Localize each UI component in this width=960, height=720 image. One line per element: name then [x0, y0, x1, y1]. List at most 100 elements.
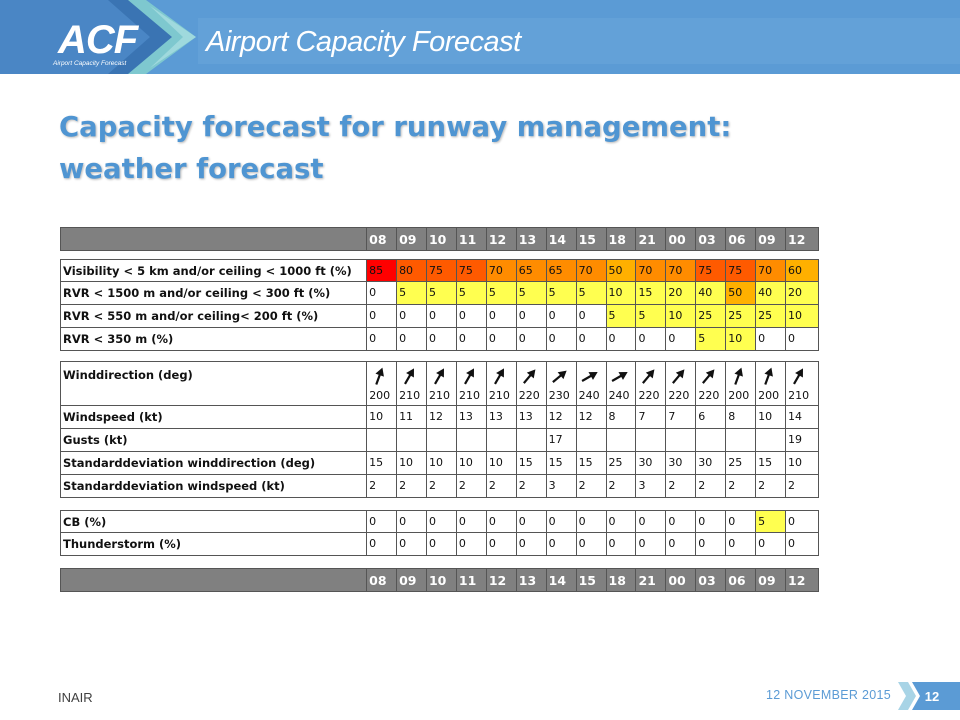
value-cell: 80	[397, 260, 427, 281]
value-cell: 2	[696, 475, 727, 497]
wind-direction-value: 220	[668, 389, 690, 402]
value-cell: 12	[577, 406, 607, 428]
wind-arrow-icon	[764, 367, 774, 385]
hour-header-row: 08 09 10 11 12 13 14 15 18 21 00 03 06 09 12	[60, 227, 819, 251]
wind-arrow-icon	[434, 368, 445, 385]
value-cell	[487, 429, 517, 451]
value-cell: 75	[456, 260, 487, 281]
value-cell: 2	[577, 475, 607, 497]
wind-direction-value: 210	[788, 389, 810, 402]
wind-direction-cell: 240	[607, 362, 637, 405]
value-cell: 30	[666, 452, 697, 474]
value-cell: 0	[397, 328, 427, 350]
value-cell: 0	[367, 328, 398, 350]
row-label: Windspeed (kt)	[61, 406, 368, 428]
value-cell: 5	[756, 511, 787, 532]
value-cell: 0	[367, 282, 398, 304]
wind-direction-value: 220	[638, 389, 660, 402]
value-cell: 0	[427, 305, 457, 327]
hour-cell: 14	[547, 569, 577, 591]
value-cell	[726, 429, 757, 451]
value-cell: 15	[636, 282, 667, 304]
wind-direction-cell: 210	[786, 362, 818, 405]
hour-cell: 10	[427, 228, 457, 250]
value-cell: 10	[457, 452, 487, 474]
value-cell: 50	[726, 282, 757, 304]
value-cell: 10	[397, 452, 427, 474]
value-cell: 2	[788, 479, 796, 492]
wind-direction-cell: 220	[696, 362, 727, 405]
slide-title-line2: weather forecast	[59, 153, 324, 185]
value-cell: 0	[487, 533, 517, 555]
value-cell	[457, 429, 487, 451]
wind-direction-cell: 220	[517, 362, 547, 405]
table-spacer	[60, 251, 819, 259]
hour-cell: 15	[577, 228, 607, 250]
wind-direction-row: Winddirection (deg) 200 210 210 210 210 220 230…	[60, 361, 819, 406]
value-cell: 7	[666, 406, 697, 428]
value-cell	[696, 429, 727, 451]
wind-direction-value: 210	[488, 389, 510, 402]
wind-arrow-icon	[642, 369, 655, 384]
value-cell	[397, 429, 427, 451]
wind-arrow-icon	[551, 370, 567, 383]
row-label: Standarddeviation windspeed (kt)	[61, 475, 368, 497]
wind-direction-cell: 200	[756, 362, 787, 405]
value-cell: 30	[696, 452, 727, 474]
value-cell: 0	[666, 533, 697, 555]
wind-direction-value: 210	[429, 389, 451, 402]
weather-forecast-table: 08 09 10 11 12 13 14 15 18 21 00 03 06 09 12 Visibility…	[60, 227, 819, 592]
wind-direction-value: 210	[399, 389, 421, 402]
value-cell: 5	[426, 282, 457, 304]
value-cell: 50	[606, 260, 637, 281]
value-cell: 2	[666, 475, 697, 497]
wind-direction-value: 230	[548, 389, 570, 402]
value-cell: 2	[427, 475, 457, 497]
wind-direction-cell: 210	[487, 362, 517, 405]
value-cell: 17	[547, 429, 577, 451]
value-cell: 3	[636, 475, 667, 497]
hour-cell: 12	[487, 228, 517, 250]
value-cell: 0	[788, 332, 796, 345]
value-cell: 0	[427, 328, 457, 350]
hour-cell: 06	[726, 228, 757, 250]
value-cell: 15	[547, 452, 577, 474]
wind-direction-cell: 230	[547, 362, 577, 405]
value-cell	[577, 429, 607, 451]
hour-cell: 09	[397, 569, 427, 591]
wind-direction-cell: 220	[666, 362, 697, 405]
value-cell: 40	[696, 282, 727, 304]
value-cell: 75	[696, 260, 727, 281]
hour-cell: 15	[577, 569, 607, 591]
value-cell: 0	[756, 328, 787, 350]
hour-cell: 11	[457, 569, 487, 591]
value-cell: 5	[456, 282, 487, 304]
value-cell: 13	[517, 406, 547, 428]
slide-title-line1: Capacity forecast for runway management:	[59, 111, 732, 143]
value-cell	[517, 429, 547, 451]
value-cell: 0	[696, 533, 727, 555]
table-row: Windspeed (kt) 10 11 12 13 13 13 12 12 8 7 7 6 8 10 14	[60, 406, 819, 429]
table-row: RVR < 1500 m and/or ceiling < 300 ft (%)…	[60, 282, 819, 305]
value-cell: 0	[397, 511, 427, 532]
table-spacer	[60, 556, 819, 568]
hour-cell: 06	[726, 569, 757, 591]
value-cell: 5	[486, 282, 517, 304]
value-cell: 8	[726, 406, 757, 428]
wind-arrow-icon	[672, 369, 685, 384]
wind-direction-value: 200	[728, 389, 750, 402]
value-cell: 0	[788, 537, 796, 550]
value-cell: 0	[397, 533, 427, 555]
header-banner: ACF Airport Capacity Forecast Airport Ca…	[0, 0, 960, 74]
value-cell: 70	[576, 260, 607, 281]
wind-direction-cell: 220	[636, 362, 667, 405]
value-cell: 8	[607, 406, 637, 428]
row-label: Thunderstorm (%)	[61, 533, 368, 555]
value-cell: 0	[666, 511, 697, 532]
value-cell: 15	[577, 452, 607, 474]
hour-cell: 13	[517, 569, 547, 591]
value-cell: 2	[726, 475, 757, 497]
table-row: RVR < 350 m (%) 0 0 0 0 0 0 0 0 0 0 0 5 10 0 0	[60, 328, 819, 351]
value-cell: 0	[726, 533, 757, 555]
value-cell: 65	[546, 260, 577, 281]
